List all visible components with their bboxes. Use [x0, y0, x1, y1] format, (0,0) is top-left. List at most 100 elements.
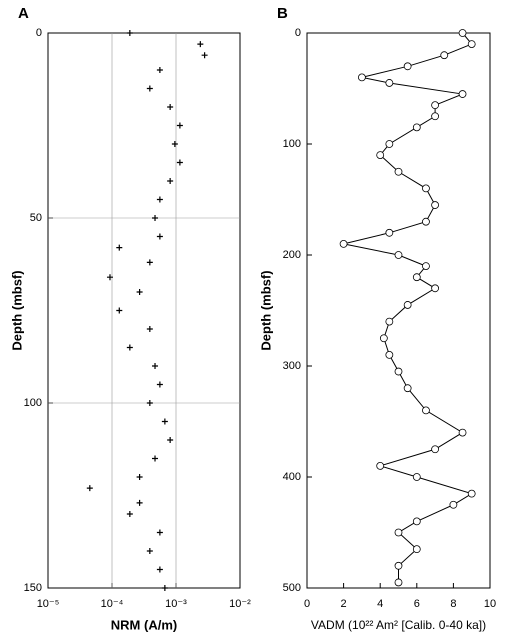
point [156, 566, 163, 573]
point [431, 445, 440, 454]
y-tick-label: 100 [283, 138, 301, 150]
point [156, 529, 163, 536]
point [422, 217, 430, 226]
x-tick-label: 10⁻³ [165, 598, 187, 610]
point [422, 184, 430, 193]
point [379, 334, 388, 343]
y-tick-label: 300 [283, 360, 301, 372]
point [156, 196, 163, 203]
point [152, 215, 159, 221]
point [126, 511, 133, 517]
x-tick-label: 0 [304, 598, 310, 610]
x-axis-label: NRM (A/m) [111, 617, 177, 632]
point [116, 244, 123, 251]
point [156, 233, 163, 240]
x-tick-label: 8 [450, 598, 456, 610]
panel-label: A [18, 5, 29, 22]
point [171, 141, 178, 147]
point [126, 344, 133, 351]
x-tick-label: 6 [414, 598, 420, 610]
point [106, 274, 113, 281]
point [146, 548, 153, 554]
point [412, 517, 421, 526]
x-tick-label: 10⁻⁵ [37, 598, 60, 610]
point [176, 159, 183, 166]
point [385, 140, 394, 148]
x-tick-label: 10⁻² [229, 598, 251, 610]
point [136, 474, 143, 480]
point [376, 461, 385, 470]
x-axis-label: VADM (10²² Am² [Calib. 0-40 ka]) [311, 618, 486, 632]
point [412, 473, 421, 481]
point [161, 585, 168, 591]
point [385, 228, 394, 237]
point [458, 29, 467, 37]
point [467, 40, 476, 48]
point [339, 239, 348, 248]
point [176, 122, 183, 129]
point [394, 561, 403, 570]
point [394, 367, 403, 376]
y-tick-label: 0 [295, 27, 301, 39]
point [146, 326, 153, 332]
point [146, 85, 153, 92]
point [412, 545, 421, 554]
point [440, 51, 449, 60]
y-tick-label: 200 [283, 249, 301, 261]
point [431, 112, 440, 121]
point [146, 259, 153, 266]
x-tick-label: 2 [341, 598, 347, 610]
point [431, 201, 440, 209]
point [467, 489, 476, 498]
point [403, 384, 412, 393]
point [431, 101, 440, 110]
point [385, 350, 394, 359]
point [116, 307, 123, 314]
point [201, 52, 208, 59]
point [394, 528, 403, 537]
point [167, 104, 174, 110]
panel-label: B [277, 5, 288, 22]
point [458, 428, 467, 437]
point [376, 151, 385, 160]
point [167, 437, 174, 443]
point [197, 41, 204, 48]
point [431, 284, 440, 293]
point [156, 381, 163, 388]
point [403, 301, 412, 309]
point [394, 578, 403, 587]
y-tick-label: 100 [24, 397, 42, 409]
y-axis-label: Depth (mbsf) [258, 270, 273, 350]
x-tick-label: 10 [484, 598, 496, 610]
point [458, 90, 467, 98]
plot-frame [306, 32, 491, 589]
point [156, 67, 163, 73]
point [385, 79, 394, 87]
y-axis-label: Depth (mbsf) [9, 270, 24, 350]
point [449, 500, 458, 509]
y-tick-label: 150 [24, 582, 42, 594]
point [385, 317, 394, 326]
point [412, 273, 421, 282]
point [412, 123, 421, 132]
point [422, 406, 430, 415]
y-tick-label: 50 [30, 212, 42, 224]
point [86, 485, 93, 492]
point [126, 30, 133, 36]
point [357, 73, 366, 82]
point [152, 363, 159, 369]
point [394, 167, 403, 176]
series-line [343, 32, 473, 583]
point [403, 62, 412, 71]
point [136, 289, 143, 295]
y-tick-label: 500 [283, 582, 301, 594]
point [394, 251, 403, 259]
point [167, 178, 174, 184]
point [136, 499, 143, 506]
x-tick-label: 4 [377, 598, 383, 610]
point [422, 262, 430, 271]
y-tick-label: 0 [36, 27, 42, 39]
x-tick-label: 10⁻⁴ [101, 598, 124, 610]
plot-frame [47, 32, 241, 589]
